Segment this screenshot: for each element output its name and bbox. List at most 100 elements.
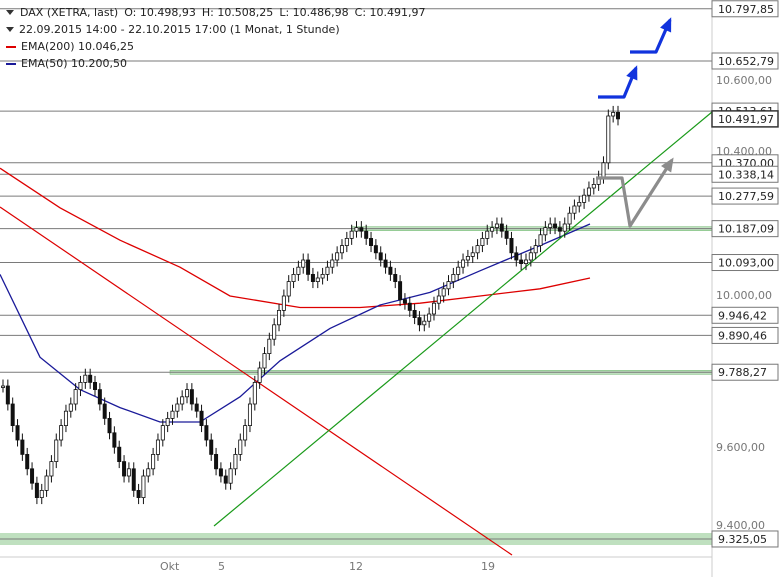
candle-body <box>339 245 344 254</box>
candle-body <box>616 112 621 120</box>
candle-body <box>189 389 194 405</box>
candle-body <box>422 320 427 326</box>
legend-ema50: EMA(50) 10.200,50 <box>21 57 128 70</box>
candle-body <box>126 468 131 477</box>
candle-body <box>243 425 248 441</box>
candle-body <box>451 273 456 282</box>
candle-body <box>39 489 44 498</box>
price-label-box <box>711 363 779 381</box>
candle-body <box>470 252 475 257</box>
candle-body <box>335 252 340 261</box>
blue-arrow-2-path <box>630 19 672 54</box>
ema200-swatch-icon <box>6 45 16 48</box>
candle-body <box>393 273 398 282</box>
candle-body <box>277 309 282 326</box>
x-tick-19: 19 <box>481 560 495 573</box>
price-label-6: 10.187,09 <box>718 223 774 236</box>
candle-body <box>88 374 93 383</box>
candle-body <box>601 162 606 178</box>
price-label-box <box>711 52 779 70</box>
candle-body <box>151 453 156 470</box>
candle-body <box>122 461 127 477</box>
legend-low: L: 10.486,98 <box>279 6 349 19</box>
price-label-box <box>711 530 779 548</box>
legend-ema50-row: EMA(50) 10.200,50 <box>4 55 432 72</box>
candle-body <box>301 259 306 268</box>
candle-body <box>257 367 262 383</box>
blue-arrow-2-head <box>660 17 672 33</box>
price-label-10: 9.788,27 <box>718 366 767 379</box>
candle-body <box>252 381 257 405</box>
indicator-lines <box>0 111 713 556</box>
candle-body <box>131 468 136 491</box>
y-tick-9600: 9.600,00 <box>716 441 765 454</box>
candle-body <box>514 252 519 261</box>
y-tick-10600: 10.600,00 <box>716 74 772 87</box>
candle-body <box>214 453 219 470</box>
candle-body <box>54 439 59 463</box>
price-label-box <box>711 187 779 205</box>
gray-arrow <box>596 157 674 228</box>
ema50-swatch-icon <box>6 62 16 65</box>
legend-ohlc-row: DAX (XETRA, last) O: 10.498,93 H: 10.508… <box>4 4 432 21</box>
candle-body <box>238 439 243 455</box>
y-tick-10000: 10.000,00 <box>716 289 772 302</box>
chevron-down-icon[interactable] <box>6 27 14 32</box>
candle-body <box>436 295 441 304</box>
candle-body <box>15 425 20 441</box>
candle-body <box>291 273 296 282</box>
price-levels <box>0 8 712 540</box>
candle-body <box>325 266 330 275</box>
candle-body <box>606 115 611 164</box>
candle-body <box>412 309 417 318</box>
blue-arrow-1 <box>598 65 638 99</box>
time-axis: Okt 5 12 19 <box>0 556 712 573</box>
candle-body <box>427 313 432 322</box>
candle-body <box>456 266 461 275</box>
candle-body <box>180 396 185 405</box>
candle-body <box>557 227 562 232</box>
candle-body <box>218 468 223 477</box>
candle-body <box>499 223 504 232</box>
candle-body <box>44 475 49 491</box>
candle-body <box>582 194 587 203</box>
candle-body <box>10 403 15 427</box>
legend-symbol: DAX (XETRA, last) <box>20 6 119 19</box>
candle-body <box>461 259 466 268</box>
candle-body <box>591 183 596 189</box>
candle-body <box>320 273 325 279</box>
price-label-box <box>711 220 779 238</box>
candle-body <box>611 112 616 117</box>
candle-body <box>223 475 228 484</box>
candle-body <box>349 230 354 239</box>
candle-body <box>49 461 54 477</box>
price-label-box <box>711 306 779 324</box>
downtrend-line <box>0 206 513 556</box>
price-label-1: 10.652,79 <box>718 55 774 68</box>
projection-arrows <box>596 17 674 228</box>
uptrend-line <box>213 111 713 527</box>
candle-body <box>0 385 6 388</box>
candle-body <box>431 302 436 315</box>
candle-body <box>199 410 204 427</box>
price-labels: 10.797,8510.652,7910.513,6110.370,0010.3… <box>711 0 779 548</box>
candle-body <box>160 425 165 441</box>
candle-body <box>296 266 301 275</box>
candle-body <box>490 227 495 232</box>
candle-body <box>204 425 209 441</box>
price-label-7: 10.093,00 <box>718 257 774 270</box>
candle-body <box>97 389 102 405</box>
chart-legend: DAX (XETRA, last) O: 10.498,93 H: 10.508… <box>4 4 432 72</box>
chevron-down-icon[interactable] <box>6 10 14 15</box>
candle-body <box>359 227 364 232</box>
candle-body <box>25 453 30 470</box>
candle-body <box>30 468 35 484</box>
candle-body <box>533 245 538 254</box>
candle-body <box>407 302 412 311</box>
candle-body <box>509 237 514 254</box>
candle-body <box>59 425 64 441</box>
candle-body <box>572 205 577 214</box>
candle-body <box>567 212 572 225</box>
candle-body <box>267 338 272 355</box>
